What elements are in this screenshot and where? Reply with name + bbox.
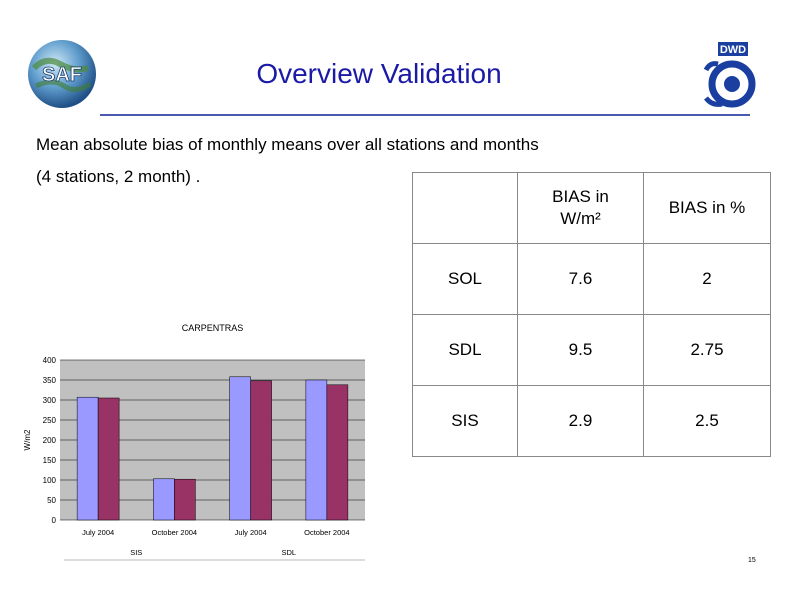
table-cell: SIS xyxy=(412,385,518,457)
saf-logo: SAF xyxy=(26,38,98,110)
table-header-cell xyxy=(412,172,518,244)
table-cell: 7.6 xyxy=(517,243,644,315)
table-header-cell: BIAS in W/m² xyxy=(517,172,644,244)
y-tick-label: 150 xyxy=(43,456,57,465)
y-tick-label: 300 xyxy=(43,396,57,405)
bar xyxy=(153,478,175,521)
y-tick-label: 400 xyxy=(43,356,57,365)
table-row: SDL 9.5 2.75 xyxy=(412,314,771,386)
y-tick-label: 200 xyxy=(43,436,57,445)
table-cell: 9.5 xyxy=(517,314,644,386)
x-tick-label: October 2004 xyxy=(304,528,349,537)
table-header-row: BIAS in W/m² BIAS in % xyxy=(412,172,771,244)
y-tick-label: 100 xyxy=(43,476,57,485)
slide-title: Overview Validation xyxy=(256,58,502,89)
subtitle-line-1: Mean absolute bias of monthly means over… xyxy=(36,135,539,154)
chart-svg: CARPENTRAS 0 50 100 150 200 250 300 350 400 W/m2 Ju… xyxy=(23,323,365,561)
bar xyxy=(326,384,349,521)
dwd-logo-text: DWD xyxy=(720,44,746,56)
x-group-label: SDL xyxy=(281,548,296,557)
y-tick-label: 250 xyxy=(43,416,57,425)
page-number: 15 xyxy=(748,557,756,564)
y-tick-label: 50 xyxy=(47,496,56,505)
subtitle-line-2: (4 stations, 2 month) . xyxy=(36,167,201,186)
dwd-logo: DWD xyxy=(700,40,756,112)
y-tick-label: 0 xyxy=(52,516,57,525)
table-cell: 2 xyxy=(643,243,771,315)
saf-logo-text: SAF xyxy=(42,64,82,86)
table-header-cell: BIAS in % xyxy=(643,172,771,244)
table-header-text: BIAS in W/m² xyxy=(552,187,609,228)
x-group-label: SIS xyxy=(130,548,142,557)
y-tick-label: 350 xyxy=(43,376,57,385)
table-cell: SOL xyxy=(412,243,518,315)
chart-title: CARPENTRAS xyxy=(182,323,244,333)
y-axis-label: W/m2 xyxy=(23,429,32,450)
table-cell: 2.9 xyxy=(517,385,644,457)
x-tick-label: October 2004 xyxy=(152,528,197,537)
bias-table: BIAS in W/m² BIAS in % SOL 7.6 2 SDL 9.5… xyxy=(412,172,771,457)
bar xyxy=(174,478,196,521)
table-cell: SDL xyxy=(412,314,518,386)
title-divider xyxy=(100,114,750,116)
x-tick-label: July 2004 xyxy=(235,528,267,537)
x-tick-label: July 2004 xyxy=(82,528,114,537)
table-row: SIS 2.9 2.5 xyxy=(412,385,771,457)
table-cell: 2.5 xyxy=(643,385,771,457)
carpentras-chart: CARPENTRAS 0 50 100 150 200 250 300 350 400 W/m2 Ju… xyxy=(18,318,378,563)
bar xyxy=(76,396,99,521)
bar xyxy=(305,379,328,521)
table-cell: 2.75 xyxy=(643,314,771,386)
table-row: SOL 7.6 2 xyxy=(412,243,771,315)
bar xyxy=(229,376,251,521)
bar xyxy=(97,397,120,521)
bar xyxy=(250,380,272,521)
